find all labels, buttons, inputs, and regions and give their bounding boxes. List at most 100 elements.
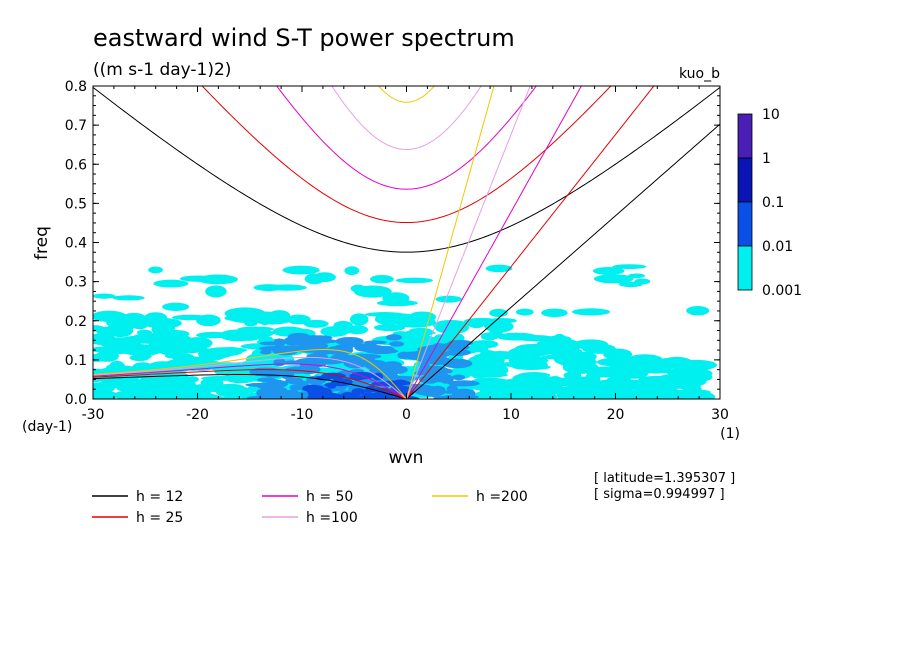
power-patch — [558, 355, 588, 368]
power-patch — [121, 391, 154, 399]
power-patch — [596, 358, 629, 367]
power-patch — [389, 341, 405, 347]
power-patch — [312, 385, 324, 390]
power-patch — [286, 314, 311, 325]
power-patch — [166, 392, 203, 399]
chart-title: eastward wind S-T power spectrum — [93, 24, 515, 52]
power-patch — [543, 342, 557, 348]
power-patch — [162, 302, 190, 311]
x-tick-label: -20 — [186, 407, 209, 423]
colorbar-label: 0.1 — [762, 195, 784, 211]
power-patch — [310, 387, 324, 395]
power-patch — [148, 377, 175, 384]
y-tick-label: 0.5 — [65, 196, 87, 212]
colorbar-label: 0.01 — [762, 239, 793, 255]
legend-label: h = 50 — [306, 489, 353, 505]
power-patch — [376, 299, 418, 307]
power-patch — [593, 274, 634, 284]
power-patch — [110, 312, 127, 325]
power-patch — [303, 319, 329, 328]
power-patch — [259, 341, 284, 346]
power-patch — [349, 313, 369, 326]
power-patch — [434, 321, 469, 334]
colorbar-swatch — [737, 157, 753, 203]
power-patch — [484, 320, 514, 333]
power-patch — [526, 343, 547, 355]
power-patch — [200, 375, 242, 381]
power-patch — [351, 388, 366, 396]
power-patch — [373, 324, 406, 332]
x-unit-label: (1) — [720, 426, 740, 442]
x-tick-label: 10 — [502, 407, 520, 423]
power-patch — [353, 285, 392, 298]
y-tick-label: 0.2 — [65, 314, 87, 330]
power-patch — [153, 279, 189, 288]
power-patch — [205, 285, 227, 298]
power-patch — [385, 334, 402, 341]
gravity-wave-line — [276, 86, 537, 190]
power-patch — [197, 274, 238, 285]
y-tick-label: 0.1 — [65, 353, 87, 369]
power-patch — [485, 264, 513, 273]
power-patch — [686, 305, 710, 316]
rossby-line — [93, 356, 407, 399]
y-tick-label: 0.6 — [65, 157, 87, 173]
gravity-wave-line — [378, 86, 435, 103]
power-patch — [308, 335, 333, 341]
power-patch — [541, 308, 568, 318]
legend-label: h =200 — [476, 489, 528, 505]
power-patch — [96, 326, 121, 336]
x-tick-label: 0 — [402, 407, 411, 423]
power-patch — [217, 385, 241, 396]
rossby-line — [93, 374, 407, 399]
power-patch — [344, 266, 360, 276]
power-patch — [445, 348, 471, 356]
power-patch — [388, 365, 408, 374]
rossby-line — [93, 363, 407, 399]
power-patch — [376, 345, 395, 353]
x-tick-label: -30 — [82, 407, 105, 423]
power-patch — [93, 293, 116, 299]
rossby-line — [93, 369, 407, 399]
power-patch — [112, 295, 145, 301]
power-patch — [327, 384, 337, 389]
power-patch — [362, 392, 376, 396]
power-patch — [370, 274, 394, 284]
colorbar-label: 0.001 — [762, 283, 802, 299]
legend-item: h = 50 — [262, 489, 353, 505]
gravity-wave-line — [93, 86, 720, 253]
power-patch — [552, 333, 567, 346]
power-patch — [544, 347, 583, 356]
power-patch — [452, 374, 466, 381]
y-tick-label: 0.3 — [65, 275, 87, 291]
legend-item: h =100 — [262, 510, 358, 526]
dispersion-curve-h200 — [93, 86, 495, 399]
power-patch — [524, 379, 558, 392]
colorbar-label: 1 — [762, 151, 771, 167]
y-unit-label: (day-1) — [22, 419, 72, 435]
power-patch — [333, 320, 353, 330]
rossby-line — [93, 349, 407, 399]
legend-item: h = 12 — [92, 489, 183, 505]
power-patch — [515, 308, 534, 316]
power-heatmap — [93, 264, 717, 399]
power-patch — [602, 383, 620, 396]
power-patch — [237, 331, 262, 341]
power-patch — [664, 379, 690, 389]
dispersion-curve-h25 — [93, 86, 655, 399]
x-tick-label: 30 — [711, 407, 729, 423]
power-patch — [313, 272, 336, 283]
power-patch — [171, 314, 209, 321]
y-axis-label: freq — [32, 226, 52, 260]
power-patch — [429, 385, 446, 395]
power-patch — [417, 365, 449, 375]
power-patch — [477, 363, 501, 375]
power-patch — [582, 343, 616, 354]
power-patch — [480, 332, 499, 341]
legend-item: h =200 — [432, 489, 528, 505]
power-patch — [614, 366, 646, 379]
kelvin-line — [406, 86, 495, 399]
gravity-wave-line — [331, 86, 482, 150]
power-patch — [430, 343, 448, 353]
